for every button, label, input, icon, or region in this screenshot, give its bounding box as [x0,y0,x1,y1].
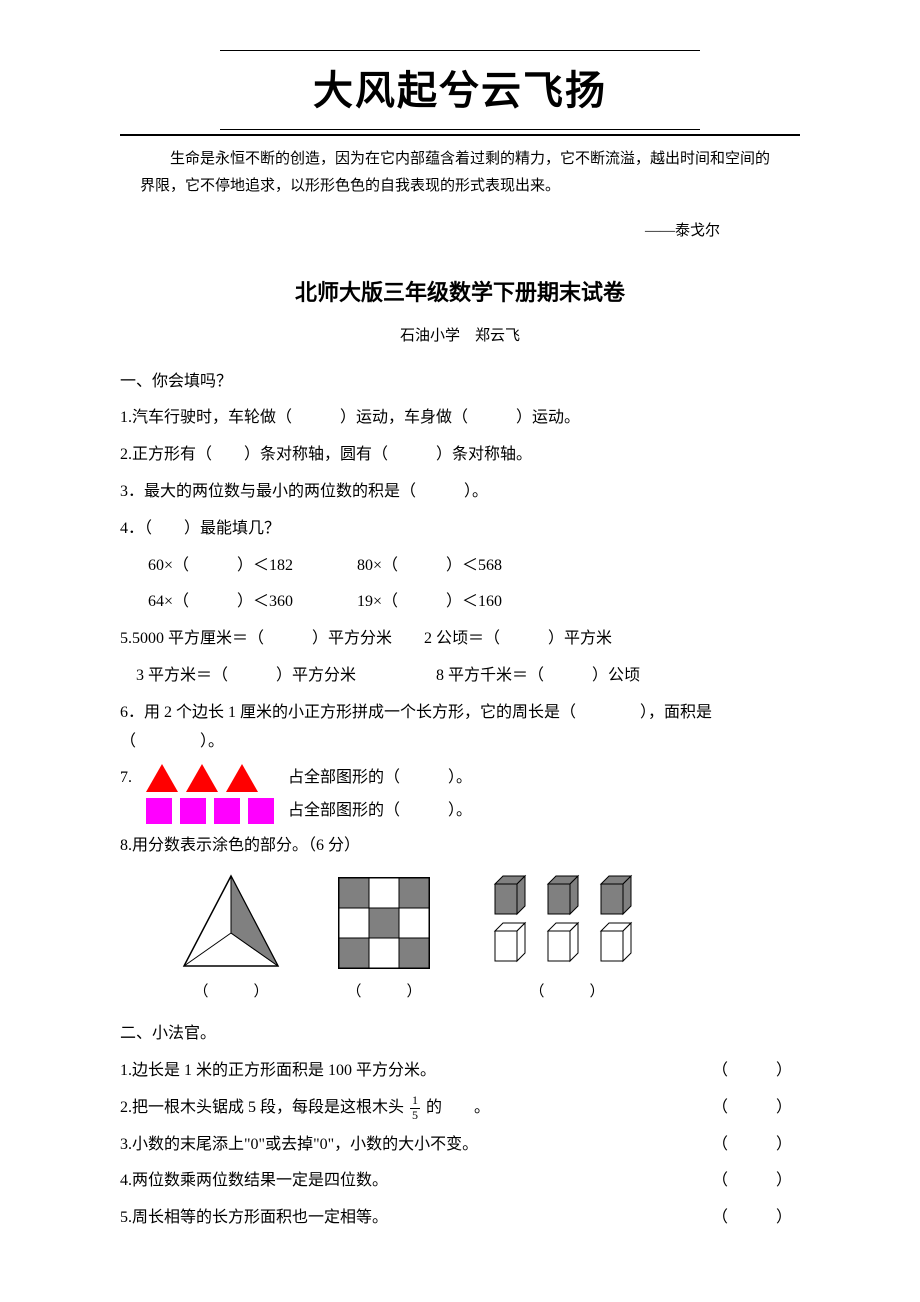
square-icon [214,798,240,824]
paren-label: （ ） [193,979,268,1006]
paren-label: （ ） [529,979,604,1006]
q5-row1: 5.5000 平方厘米＝（ ）平方分米 2 公顷＝（ ）平方米 [120,625,800,654]
section2-head: 二、小法官。 [120,1020,800,1049]
judge-paren: （ ） [712,1131,800,1160]
square-icon [180,798,206,824]
paren-label: （ ） [346,979,421,1006]
q2: 2.正方形有（ ）条对称轴，圆有（ ）条对称轴。 [120,441,800,470]
square-icon [146,798,172,824]
q7-text-a: 占全部图形的（ ）。 [288,764,472,792]
q5-row2: 3 平方米＝（ ）平方分米 8 平方千米＝（ ）公顷 [120,662,800,691]
exam-subtitle: 石油小学 郑云飞 [120,323,800,350]
figure-triangle [176,871,286,971]
judge-4: 4.两位数乘两位数结果一定是四位数。 （ ） [120,1167,800,1196]
judge-paren: （ ） [712,1167,800,1196]
judge-2: 2.把一根木头锯成 5 段，每段是这根木头 1 5 的 。 （ ） [120,1094,800,1123]
triangle-icon [186,764,218,792]
judge-1: 1.边长是 1 米的正方形面积是 100 平方分米。 （ ） [120,1057,800,1086]
q6: 6．用 2 个边长 1 厘米的小正方形拼成一个长方形，它的周长是（ ），面积是（… [120,699,800,757]
q7-text-b: 占全部图形的（ ）。 [288,798,472,824]
q4-row2: 64×（ ）＜360 19×（ ）＜160 [120,588,800,617]
q8-head: 8.用分数表示涂色的部分。（6 分） [120,832,800,861]
quote-text: 生命是永恒不断的创造，因为在它内部蕴含着过剩的精力，它不断流溢，越出时间和空间的… [120,146,800,200]
q1: 1.汽车行驶时，车轮做（ ）运动，车身做（ ）运动。 [120,404,800,433]
judge-text: 4.两位数乘两位数结果一定是四位数。 [120,1167,388,1196]
judge-5: 5.周长相等的长方形面积也一定相等。 （ ） [120,1204,800,1233]
q3: 3．最大的两位数与最小的两位数的积是（ ）。 [120,478,800,507]
triangle-icon [146,764,178,792]
fraction-icon: 1 5 [410,1094,420,1121]
q4-head: 4．（ ）最能填几？ [120,515,800,544]
judge-text: 3.小数的末尾添上"0"或去掉"0"，小数的大小不变。 [120,1131,478,1160]
header-title: 大风起兮云飞扬 [120,55,800,127]
triangle-icon [226,764,258,792]
judge-text: 2.把一根木头锯成 5 段，每段是这根木头 1 5 的 。 [120,1094,490,1123]
judge-paren: （ ） [712,1057,800,1086]
figure-grid [336,875,432,971]
judge-3: 3.小数的末尾添上"0"或去掉"0"，小数的大小不变。 （ ） [120,1131,800,1160]
judge-text: 1.边长是 1 米的正方形面积是 100 平方分米。 [120,1057,436,1086]
judge-text: 5.周长相等的长方形面积也一定相等。 [120,1204,388,1233]
square-icon [248,798,274,824]
section1-head: 一、你会填吗？ [120,368,800,397]
q4-row1: 60×（ ）＜182 80×（ ）＜568 [120,552,800,581]
squares-row [146,798,274,824]
figure-cubes [482,871,652,971]
quote-author: ——泰戈尔 [120,218,800,245]
exam-title: 北师大版三年级数学下册期末试卷 [120,273,800,313]
triangles-row [146,764,274,792]
q7: 7. 占全部图形的（ ）。 占全部图形的（ ）。 [120,764,800,824]
judge-paren: （ ） [712,1094,800,1123]
q8-figures: （ ） （ ） [120,871,800,1006]
judge-paren: （ ） [712,1204,800,1233]
